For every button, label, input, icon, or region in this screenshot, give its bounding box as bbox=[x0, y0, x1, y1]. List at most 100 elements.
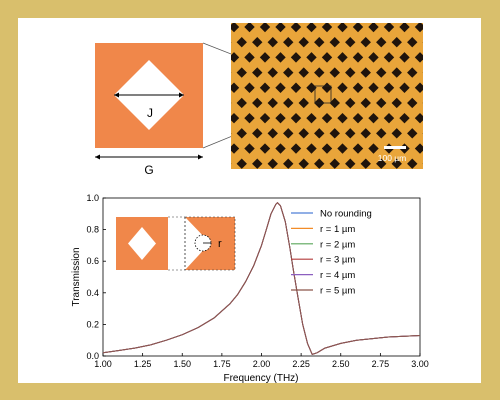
micrograph-hole bbox=[399, 82, 410, 93]
micrograph-hole bbox=[275, 52, 286, 63]
micrograph-hole bbox=[345, 67, 356, 78]
micrograph-hole bbox=[213, 83, 223, 93]
micrograph-hole bbox=[275, 112, 286, 124]
micrograph-hole bbox=[438, 159, 448, 169]
micrograph-hole bbox=[298, 97, 309, 109]
scale-bar-label: 100 µm bbox=[378, 153, 407, 163]
micrograph-hole bbox=[368, 23, 379, 33]
micrograph-hole bbox=[384, 174, 394, 184]
micrograph-hole bbox=[321, 143, 333, 154]
micrograph-hole bbox=[306, 174, 316, 184]
inset-r-label: r bbox=[218, 238, 222, 250]
micrograph-hole bbox=[368, 52, 379, 63]
y-tick-label: 0.6 bbox=[86, 256, 99, 266]
j-label: J bbox=[147, 106, 153, 120]
micrograph-hole bbox=[337, 112, 348, 124]
micrograph-hole bbox=[352, 82, 364, 93]
micrograph-hole bbox=[407, 128, 418, 139]
micrograph-hole bbox=[275, 82, 286, 93]
micrograph-hole bbox=[231, 102, 232, 104]
micrograph-hole bbox=[290, 52, 302, 63]
micrograph-hole bbox=[352, 52, 364, 63]
micrograph-hole bbox=[267, 67, 278, 78]
x-tick-label: 2.25 bbox=[292, 359, 310, 369]
x-tick-label: 2.75 bbox=[372, 359, 390, 369]
micrograph-hole bbox=[213, 113, 223, 123]
micrograph-hole bbox=[283, 158, 294, 169]
micrograph-hole bbox=[298, 36, 309, 48]
micrograph-hole bbox=[213, 174, 223, 184]
micrograph-hole bbox=[368, 143, 379, 154]
micrograph: 100 µm bbox=[213, 22, 448, 184]
micrograph-hole bbox=[267, 97, 278, 109]
micrograph-hole bbox=[231, 112, 240, 124]
micrograph-hole bbox=[407, 158, 418, 169]
micrograph-hole bbox=[275, 143, 286, 154]
micrograph-hole bbox=[360, 36, 371, 48]
micrograph-hole bbox=[399, 112, 410, 124]
micrograph-hole bbox=[376, 36, 387, 48]
micrograph-hole bbox=[298, 158, 309, 169]
micrograph-hole bbox=[438, 128, 448, 138]
micrograph-hole bbox=[252, 67, 263, 78]
y-tick-label: 1.0 bbox=[86, 193, 99, 203]
x-tick-label: 1.25 bbox=[134, 359, 152, 369]
micrograph-hole bbox=[283, 67, 294, 78]
micrograph-hole bbox=[438, 67, 448, 77]
micrograph-hole bbox=[314, 36, 325, 48]
x-tick-label: 2.50 bbox=[332, 359, 350, 369]
micrograph-hole bbox=[399, 174, 409, 184]
micrograph-hole bbox=[252, 158, 263, 169]
micrograph-hole bbox=[229, 174, 239, 184]
micrograph-hole bbox=[244, 112, 255, 124]
micrograph-hole bbox=[383, 52, 395, 63]
micrograph-hole bbox=[329, 97, 340, 109]
micrograph-hole bbox=[352, 112, 364, 124]
micrograph-hole bbox=[329, 128, 340, 139]
legend-label: r = 4 µm bbox=[320, 270, 355, 281]
series-line bbox=[103, 202, 420, 355]
micrograph-hole bbox=[345, 97, 356, 109]
micrograph-hole bbox=[236, 128, 247, 139]
micrograph-hole bbox=[291, 174, 301, 184]
micrograph-hole bbox=[259, 52, 271, 63]
micrograph-hole bbox=[329, 67, 340, 78]
micrograph-hole bbox=[290, 23, 302, 33]
micrograph-hole bbox=[321, 23, 333, 33]
micrograph-hole bbox=[383, 112, 395, 124]
micrograph-hole bbox=[236, 158, 247, 169]
micrograph-hole bbox=[259, 23, 271, 33]
micrograph-hole bbox=[231, 41, 232, 43]
micrograph-hole bbox=[231, 52, 240, 63]
micrograph-hole bbox=[430, 174, 440, 184]
micrograph-hole bbox=[414, 143, 423, 154]
micrograph-hole bbox=[353, 174, 363, 184]
x-tick-label: 3.00 bbox=[411, 359, 429, 369]
figure-panel: J G 100 µm 1.00 1.25 1.50 1.75 2.00 2.25 2.50 2… bbox=[18, 18, 481, 384]
micrograph-hole bbox=[430, 52, 440, 62]
micrograph-hole bbox=[414, 23, 423, 33]
micrograph-hole bbox=[430, 113, 440, 123]
legend-label: r = 1 µm bbox=[320, 224, 355, 235]
x-tick-label: 1.50 bbox=[173, 359, 191, 369]
micrograph-hole bbox=[290, 143, 302, 154]
micrograph-hole bbox=[236, 36, 247, 48]
micrograph-hole bbox=[252, 97, 263, 109]
micrograph-hole bbox=[360, 97, 371, 109]
micrograph-hole bbox=[414, 112, 423, 124]
micrograph-hole bbox=[306, 52, 317, 63]
micrograph-hole bbox=[321, 112, 333, 124]
micrograph-hole bbox=[267, 36, 278, 48]
micrograph-hole bbox=[337, 143, 348, 154]
y-ticks: 0.0 0.2 0.4 0.6 0.8 1.0 bbox=[86, 193, 106, 361]
micrograph-hole bbox=[383, 23, 395, 33]
micrograph-hole bbox=[407, 67, 418, 78]
micrograph-hole bbox=[337, 52, 348, 63]
micrograph-hole bbox=[391, 36, 402, 48]
micrograph-hole bbox=[244, 82, 255, 93]
micrograph-hole bbox=[283, 128, 294, 139]
micrograph-hole bbox=[213, 22, 223, 32]
micrograph-hole bbox=[260, 174, 270, 184]
micrograph-hole bbox=[252, 36, 263, 48]
micrograph-hole bbox=[422, 72, 423, 74]
